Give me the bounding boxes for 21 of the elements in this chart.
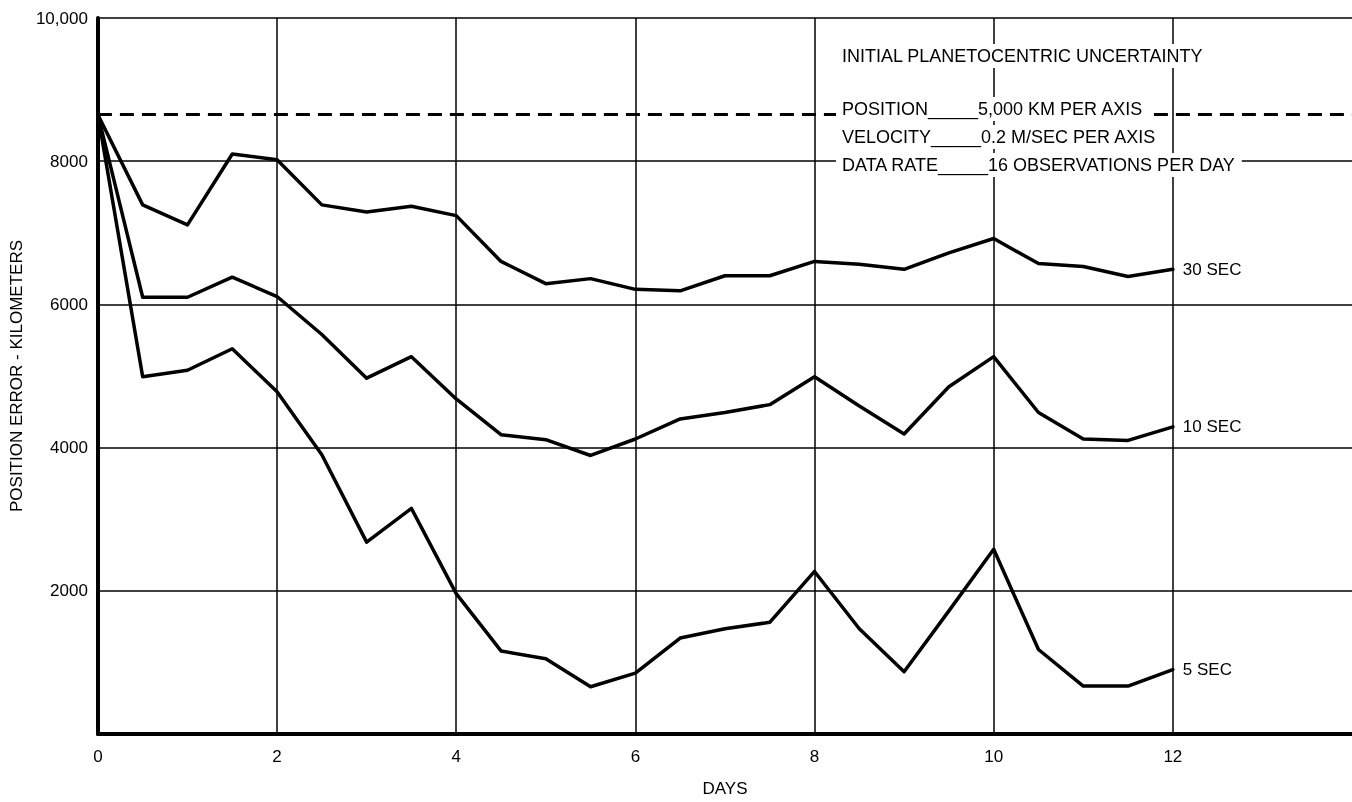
annotation: INITIAL PLANETOCENTRIC UNCERTAINTY	[842, 46, 1203, 66]
annotation: DATA RATE_____16 OBSERVATIONS PER DAY	[842, 155, 1235, 176]
y-tick-label: 2000	[50, 581, 88, 601]
series-label: 30 SEC	[1182, 259, 1242, 279]
x-tick-label: 0	[93, 747, 103, 766]
y-tick-label: 4000	[50, 438, 88, 458]
annotation: VELOCITY_____0.2 M/SEC PER AXIS	[842, 127, 1156, 148]
x-tick-label: 6	[630, 747, 641, 766]
series-label: 10 SEC	[1182, 417, 1242, 437]
x-tick-label: 2	[272, 747, 282, 766]
x-axis-title: DAYS	[702, 779, 748, 798]
series-label: 5 SEC	[1182, 660, 1232, 680]
x-tick-label: 10	[984, 747, 1004, 766]
y-tick-label: 6000	[50, 294, 88, 314]
x-tick-label: 8	[809, 747, 820, 766]
x-tick-label: 4	[451, 747, 461, 766]
x-tick-label: 12	[1163, 747, 1183, 766]
y-tick-label: 8000	[50, 151, 88, 171]
y-axis-title: POSITION ERROR - KILOMETERS	[7, 239, 26, 513]
annotation: POSITION_____5,000 KM PER AXIS	[842, 99, 1143, 120]
y-tick-label: 10,000	[35, 8, 88, 28]
